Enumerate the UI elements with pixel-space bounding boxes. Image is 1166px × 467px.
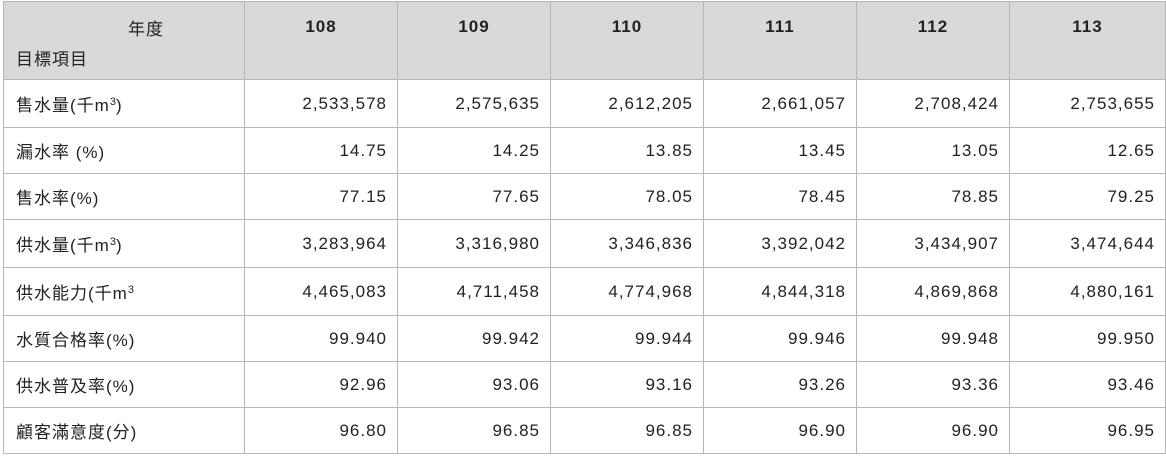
corner-header-cell: 年度 目標項目 — [3, 1, 245, 80]
row-label-text: 供水能力(千m — [16, 284, 128, 303]
year-header: 110 — [550, 1, 704, 80]
value-cell: 2,612,205 — [550, 79, 704, 128]
value-cell: 2,575,635 — [397, 79, 551, 128]
value-cell: 2,661,057 — [703, 79, 857, 128]
value-cell: 78.85 — [856, 173, 1010, 220]
value-cell: 79.25 — [1009, 173, 1166, 220]
row-label: 水質合格率(%) — [3, 315, 245, 362]
table-row: 供水能力(千m3 4,465,083 4,711,458 4,774,968 4,844… — [3, 267, 1166, 316]
value-cell: 4,844,318 — [703, 267, 857, 316]
value-cell: 77.65 — [397, 173, 551, 220]
row-label: 供水普及率(%) — [3, 361, 245, 408]
value-cell: 99.950 — [1009, 315, 1166, 362]
value-cell: 96.95 — [1009, 407, 1166, 454]
table-row: 顧客滿意度(分) 96.80 96.85 96.85 96.90 96.90 96.95 — [3, 407, 1166, 454]
value-cell: 96.85 — [550, 407, 704, 454]
value-cell: 4,880,161 — [1009, 267, 1166, 316]
value-cell: 3,283,964 — [244, 219, 398, 268]
value-cell: 78.05 — [550, 173, 704, 220]
row-label-text: 售水量(千m — [16, 96, 110, 115]
value-cell: 99.942 — [397, 315, 551, 362]
value-cell: 99.940 — [244, 315, 398, 362]
value-cell: 92.96 — [244, 361, 398, 408]
row-label-suffix: ) — [115, 236, 123, 255]
table-row: 供水量(千m3) 3,283,964 3,316,980 3,346,836 3,392… — [3, 219, 1166, 268]
value-cell: 99.948 — [856, 315, 1010, 362]
value-cell: 4,465,083 — [244, 267, 398, 316]
value-cell: 14.75 — [244, 127, 398, 174]
year-header: 109 — [397, 1, 551, 80]
value-cell: 99.944 — [550, 315, 704, 362]
value-cell: 2,533,578 — [244, 79, 398, 128]
value-cell: 78.45 — [703, 173, 857, 220]
value-cell: 93.06 — [397, 361, 551, 408]
value-cell: 77.15 — [244, 173, 398, 220]
year-header: 111 — [703, 1, 857, 80]
table-row: 售水量(千m3) 2,533,578 2,575,635 2,612,205 2,661… — [3, 79, 1166, 128]
value-cell: 3,316,980 — [397, 219, 551, 268]
year-header: 112 — [856, 1, 1010, 80]
value-cell: 4,711,458 — [397, 267, 551, 316]
year-header: 113 — [1009, 1, 1166, 80]
value-cell: 93.16 — [550, 361, 704, 408]
value-cell: 13.45 — [703, 127, 857, 174]
value-cell: 12.65 — [1009, 127, 1166, 174]
table-row: 供水普及率(%) 92.96 93.06 93.16 93.26 93.36 93.46 — [3, 361, 1166, 408]
year-axis-label: 年度 — [128, 20, 164, 39]
value-cell: 2,753,655 — [1009, 79, 1166, 128]
value-cell: 93.46 — [1009, 361, 1166, 408]
value-cell: 93.36 — [856, 361, 1010, 408]
row-label-text: 漏水率 (%) — [16, 143, 106, 162]
value-cell: 14.25 — [397, 127, 551, 174]
row-label: 漏水率 (%) — [3, 127, 245, 174]
row-label-text: 供水普及率(%) — [16, 377, 136, 396]
value-cell: 3,434,907 — [856, 219, 1010, 268]
row-label: 供水量(千m3) — [3, 219, 245, 268]
table-row: 漏水率 (%) 14.75 14.25 13.85 13.45 13.05 12.65 — [3, 127, 1166, 174]
header-row: 年度 目標項目 108 109 110 111 112 113 — [3, 1, 1166, 80]
row-label-superscript: 3 — [109, 236, 116, 248]
year-header: 108 — [244, 1, 398, 80]
row-label-text: 供水量(千m — [16, 236, 110, 255]
table-row: 售水率(%) 77.15 77.65 78.05 78.45 78.85 79.25 — [3, 173, 1166, 220]
row-label-superscript: 3 — [109, 96, 116, 108]
value-cell: 96.90 — [856, 407, 1010, 454]
value-cell: 99.946 — [703, 315, 857, 362]
value-cell: 3,392,042 — [703, 219, 857, 268]
value-cell: 4,869,868 — [856, 267, 1010, 316]
row-label: 供水能力(千m3 — [3, 267, 245, 316]
value-cell: 4,774,968 — [550, 267, 704, 316]
value-cell: 13.85 — [550, 127, 704, 174]
row-label-superscript: 3 — [127, 284, 134, 296]
value-cell: 96.80 — [244, 407, 398, 454]
targets-table: 年度 目標項目 108 109 110 111 112 113 售水量(千m3)… — [3, 1, 1166, 454]
row-label-text: 售水率(%) — [16, 189, 100, 208]
row-label-suffix: ) — [115, 96, 123, 115]
row-label-text: 顧客滿意度(分) — [16, 423, 138, 442]
item-axis-label: 目標項目 — [16, 50, 88, 69]
table-row: 水質合格率(%) 99.940 99.942 99.944 99.946 99.948 99… — [3, 315, 1166, 362]
row-label: 售水率(%) — [3, 173, 245, 220]
value-cell: 13.05 — [856, 127, 1010, 174]
value-cell: 96.90 — [703, 407, 857, 454]
value-cell: 3,474,644 — [1009, 219, 1166, 268]
row-label: 售水量(千m3) — [3, 79, 245, 128]
value-cell: 3,346,836 — [550, 219, 704, 268]
value-cell: 2,708,424 — [856, 79, 1010, 128]
row-label-text: 水質合格率(%) — [16, 331, 136, 350]
row-label: 顧客滿意度(分) — [3, 407, 245, 454]
value-cell: 96.85 — [397, 407, 551, 454]
value-cell: 93.26 — [703, 361, 857, 408]
